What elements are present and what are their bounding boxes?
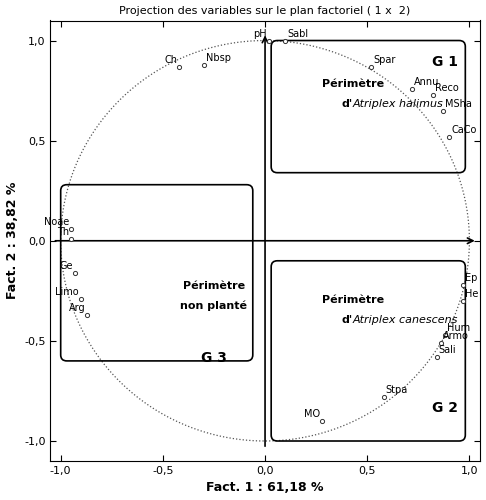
Text: MO: MO <box>304 409 320 419</box>
Text: Sali: Sali <box>439 345 456 355</box>
Text: Armo: Armo <box>443 331 469 341</box>
Text: Périmètre: Périmètre <box>183 281 245 291</box>
Text: Périmètre: Périmètre <box>322 78 384 88</box>
Text: Atriplex canescens: Atriplex canescens <box>353 315 458 325</box>
Text: Limo: Limo <box>55 287 79 297</box>
Text: pH: pH <box>254 28 267 38</box>
Text: Nbsp: Nbsp <box>206 52 231 62</box>
Text: Ep: Ep <box>465 273 478 283</box>
Y-axis label: Fact. 2 : 38,82 %: Fact. 2 : 38,82 % <box>5 182 18 300</box>
Text: G 1: G 1 <box>432 54 458 68</box>
Text: Spar: Spar <box>373 54 396 64</box>
Text: CaCo: CaCo <box>451 124 476 134</box>
Text: Arg: Arg <box>69 303 85 313</box>
Text: Atriplex halimus: Atriplex halimus <box>353 98 444 108</box>
Text: Ge: Ge <box>59 261 73 271</box>
X-axis label: Fact. 1 : 61,18 %: Fact. 1 : 61,18 % <box>206 482 324 494</box>
Text: Annu: Annu <box>414 76 440 86</box>
Text: Sabl: Sabl <box>288 28 309 38</box>
Text: G 3: G 3 <box>201 351 227 365</box>
Text: Ch: Ch <box>164 54 177 64</box>
Text: Périmètre: Périmètre <box>322 295 384 305</box>
Text: Th: Th <box>57 227 69 237</box>
Text: Stpa: Stpa <box>385 385 408 395</box>
Text: MSha: MSha <box>445 98 472 108</box>
Text: He: He <box>465 289 479 299</box>
Text: d': d' <box>342 98 353 108</box>
Text: Noae: Noae <box>44 216 69 226</box>
Text: Reco: Reco <box>434 82 458 92</box>
Text: G 2: G 2 <box>432 401 458 415</box>
Text: d': d' <box>342 315 353 325</box>
Text: Hum: Hum <box>447 323 470 333</box>
Title: Projection des variables sur le plan factoriel ( 1 x  2): Projection des variables sur le plan fac… <box>120 6 411 16</box>
Text: non planté: non planté <box>180 301 247 312</box>
